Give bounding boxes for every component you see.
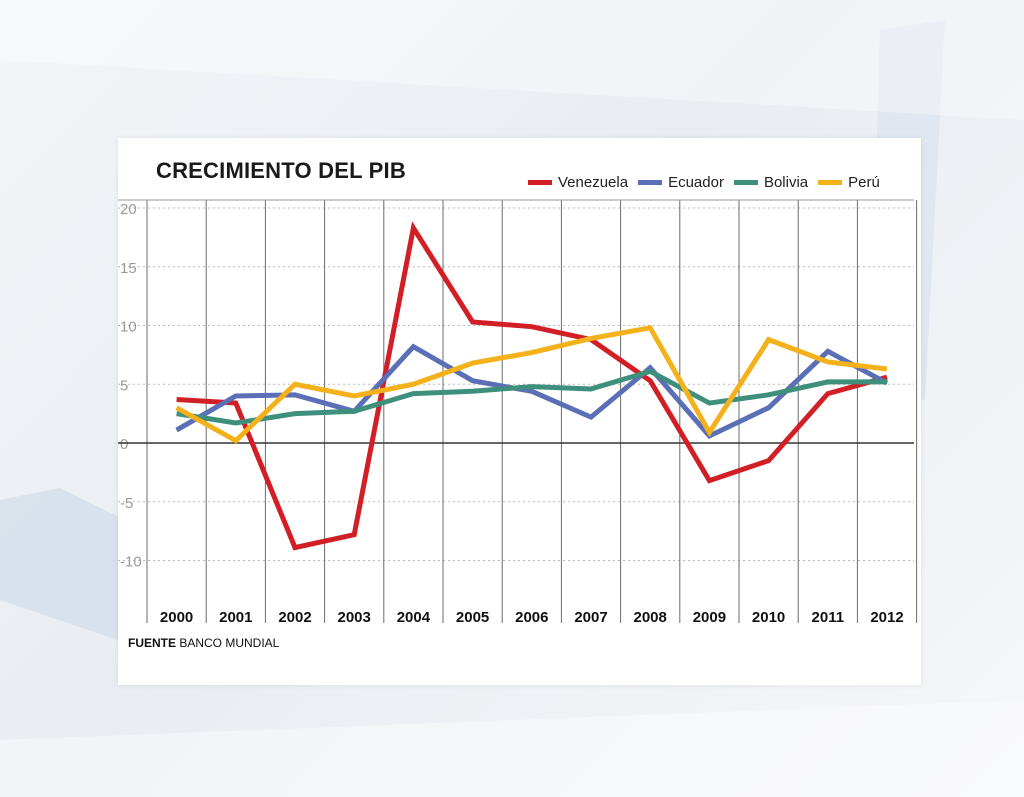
x-tick-label: 2007 [574, 609, 607, 626]
chart-title: CRECIMIENTO DEL PIB [156, 158, 406, 183]
line-chart: 20 15 10 5 0 -5 -10 2000 2001 2002 2003 2004 2005 200… [118, 199, 918, 626]
legend-item: Venezuela [528, 174, 628, 191]
x-tick-label: 2012 [870, 609, 903, 626]
x-tick-label: 2004 [397, 609, 431, 626]
source-text: BANCO MUNDIAL [179, 636, 280, 650]
source-label: FUENTE [128, 636, 176, 650]
legend-swatch [818, 180, 843, 185]
x-tick-label: 2000 [160, 609, 193, 626]
y-tick-label: 15 [120, 260, 137, 277]
chart-card: 20 15 10 5 0 -5 -10 2000 2001 2002 2003 2004 2005 200… [118, 138, 921, 685]
legend-label: Ecuador [668, 174, 724, 191]
legend-swatch [528, 180, 552, 185]
y-tick-label: -10 [120, 554, 142, 571]
source-note: FUENTE BANCO MUNDIAL [128, 636, 279, 650]
x-tick-label: 2005 [456, 609, 489, 626]
series-line-perú [175, 325, 888, 444]
x-tick-label: 2002 [278, 609, 311, 626]
legend-label: Venezuela [558, 174, 629, 191]
y-tick-label: 10 [120, 319, 137, 336]
y-tick-label: -5 [120, 495, 133, 512]
background-shape-bottom [0, 700, 1024, 797]
x-tick-label: 2003 [338, 609, 371, 626]
legend-label: Perú [848, 174, 880, 191]
background-shape-top [0, 0, 1024, 120]
series-line-ecuador [175, 343, 889, 440]
y-tick-label: 0 [120, 436, 128, 453]
legend-item: Bolivia [733, 174, 809, 191]
legend-label: Bolivia [763, 174, 809, 191]
x-tick-label: 2001 [219, 609, 252, 626]
legend-item: Perú [818, 174, 880, 191]
x-tick-label: 2009 [693, 609, 726, 626]
x-tick-label: 2010 [752, 609, 785, 626]
y-tick-label: 5 [120, 377, 128, 394]
x-tick-label: 2011 [812, 609, 845, 626]
legend-swatch [638, 180, 663, 185]
legend-item: Ecuador [638, 174, 724, 191]
x-tick-label: 2006 [515, 609, 548, 626]
chart-legend: Venezuela Ecuador Bolivia Perú [528, 174, 890, 191]
x-tick-label: 2008 [634, 609, 667, 626]
series-line-bolivia [176, 368, 887, 426]
series-line-venezuela [176, 221, 888, 551]
background-shape-left [0, 488, 125, 640]
legend-swatch [733, 180, 758, 185]
y-tick-label: 20 [120, 201, 137, 218]
